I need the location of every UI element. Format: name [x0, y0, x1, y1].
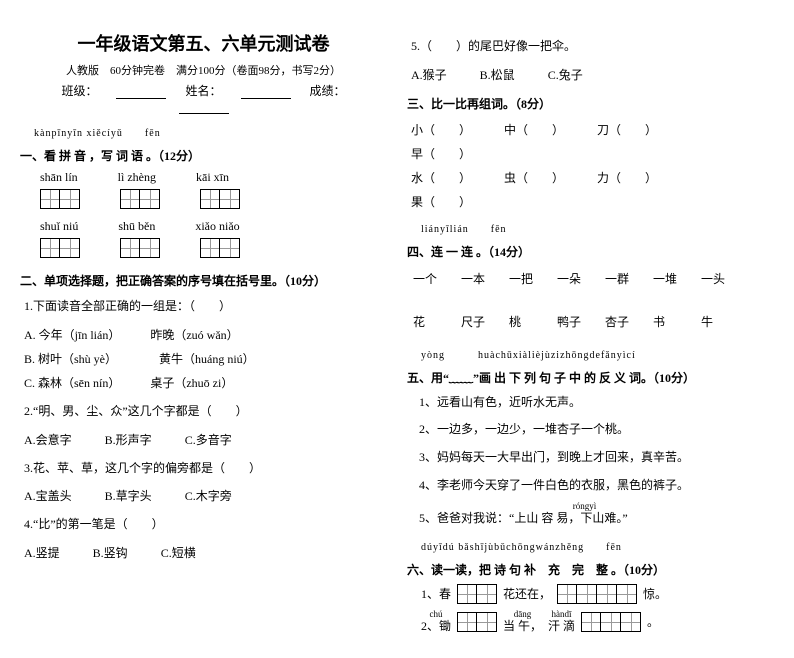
s6-l2: 2、锄chú 当 午，dāng 汗 滴hàndī 。 — [421, 610, 774, 634]
l2b-ruby: 当 午，dāng — [503, 610, 542, 634]
py-3: kāi xīn — [196, 170, 229, 185]
s3-q5: 5.（ ）的尾巴好像一把伞。 — [411, 35, 774, 58]
name-blank[interactable] — [241, 85, 291, 99]
s5-l4: 4、李老师今天穿了一件白色的衣服，黑色的裤子。 — [419, 475, 774, 497]
pair: 小（ ） — [411, 118, 471, 142]
score-blank[interactable] — [179, 100, 229, 114]
s4-bot: 花 尺子 桃 鸭子 杏子 书 牛 — [413, 313, 774, 330]
period: 。 — [647, 613, 659, 630]
blank-3[interactable] — [581, 612, 641, 632]
pair: 刀（ ） — [597, 118, 657, 142]
paper-subtitle: 人教版 60分钟完卷 满分100分（卷面98分，书写2分） — [20, 62, 387, 78]
s5-head: 五、用“﹏﹏”画 出 下 列 句 子 中 的 反 义 词。（10分） — [407, 369, 774, 386]
s5-l2: 2、一边多，一边少，一堆杏子一个桃。 — [419, 419, 774, 441]
s1-box-row2 — [40, 238, 387, 258]
opt-a: A.会意字 — [24, 428, 72, 452]
s2-q1a: A. 今年（jīn lián） 昨晚（zuó wǎn） — [24, 323, 387, 347]
s2-head: 二、单项选择题，把正确答案的序号填在括号里。（10分） — [20, 272, 387, 289]
s5-l5: 5、爸爸对我说：“上山 容 易，下山难。”róngyì — [419, 502, 774, 530]
py-4: shuǐ niú — [40, 219, 78, 234]
s3-head: 三、比一比再组词。（8分） — [407, 95, 774, 112]
s4-head: 四、连 一 连 。（14分） — [407, 243, 774, 260]
opt-c: C.多音字 — [185, 428, 232, 452]
box-pair[interactable] — [200, 189, 240, 209]
s2-q3-opts: A.宝盖头 B.草字头 C.木字旁 — [24, 484, 387, 508]
s1-box-row1 — [40, 189, 387, 209]
l5a: 5、爸爸对我说：“上山 — [419, 511, 538, 525]
box-pair[interactable] — [120, 238, 160, 258]
s1-pinyin-row1: shān lín lì zhèng kāi xīn — [40, 170, 387, 185]
s2-q4: 4.“比”的第一笔是（ ） — [24, 513, 387, 536]
l1c: 惊。 — [643, 585, 667, 602]
s6-head: 六、读一读，把 诗 句 补 充 完 整 。（10分） — [407, 561, 774, 578]
box-pair[interactable] — [200, 238, 240, 258]
s2-q1: 1.下面读音全部正确的一组是：（ ） — [24, 295, 387, 318]
class-blank[interactable] — [116, 85, 166, 99]
blank-2[interactable] — [457, 584, 497, 604]
box-pair[interactable] — [40, 238, 80, 258]
s1-pinyin: kànpīnyīn xiěcíyǔ fēn — [34, 124, 387, 139]
left-column: 一年级语文第五、六单元测试卷 人教版 60分钟完卷 满分100分（卷面98分，书… — [20, 30, 387, 638]
score-label: 成绩： — [310, 84, 346, 98]
s3-q5-opts: A.猴子 B.松鼠 C.兔子 — [411, 63, 774, 87]
student-info: 班级： 姓名： 成绩： — [20, 82, 387, 114]
s5-pinyin: yòng huàchūxiàlièjùzizhōngdefǎnyìcí — [421, 346, 774, 361]
s2-q3: 3.花、苹、草，这几个字的偏旁都是（ ） — [24, 457, 387, 480]
s2-q1c: C. 森林（sēn nín） 桌子（zhuō zi） — [24, 371, 387, 395]
right-column: 5.（ ）的尾巴好像一把伞。 A.猴子 B.松鼠 C.兔子 三、比一比再组词。（… — [407, 30, 774, 638]
class-label: 班级： — [61, 84, 97, 98]
name-label: 姓名： — [185, 84, 221, 98]
pair: 早（ ） — [411, 142, 471, 166]
s1-pinyin-row2: shuǐ niú shū běn xiǎo niǎo — [40, 219, 387, 234]
s3-r1: 小（ ） 中（ ） 刀（ ） 早（ ） — [411, 118, 774, 166]
pair: 虫（ ） — [504, 166, 564, 190]
py-6: xiǎo niǎo — [195, 219, 239, 234]
opt-b: B.松鼠 — [480, 63, 515, 87]
py-2: lì zhèng — [118, 170, 156, 185]
opt-a: A.猴子 — [411, 63, 447, 87]
opt-b: B.形声字 — [105, 428, 152, 452]
l1b: 花还在， — [503, 585, 551, 602]
opt-c: C.兔子 — [548, 63, 583, 87]
test-paper: 一年级语文第五、六单元测试卷 人教版 60分钟完卷 满分100分（卷面98分，书… — [0, 0, 794, 658]
py-5: shū běn — [118, 219, 155, 234]
box-pair[interactable] — [120, 189, 160, 209]
opt-a: A.宝盖头 — [24, 484, 72, 508]
s6-pinyin: dúyīdú bǎshījùbǔchōngwánzhěng fēn — [421, 538, 774, 553]
s5-l1: 1、远看山有色，近听水无声。 — [419, 392, 774, 414]
s3-r2: 水（ ） 虫（ ） 力（ ） 果（ ） — [411, 166, 774, 214]
l5-ruby: 容 易，下山难。”róngyì — [541, 511, 627, 525]
pair: 水（ ） — [411, 166, 471, 190]
pair: 中（ ） — [504, 118, 564, 142]
s4-pinyin: liányīlián fēn — [421, 220, 774, 235]
opt-c: C.木字旁 — [185, 484, 232, 508]
s2-q1b: B. 树叶（shù yè） 黄牛（huáng niú） — [24, 347, 387, 371]
blank-4[interactable] — [557, 584, 637, 604]
s4-top: 一个 一本 一把 一朵 一群 一堆 一头 — [413, 270, 774, 287]
l1a: 1、春 — [421, 585, 451, 602]
py-1: shān lín — [40, 170, 78, 185]
s5-l3: 3、妈妈每天一大早出门，到晚上才回来，真辛苦。 — [419, 447, 774, 469]
s1-head: 一、看 拼 音 ，写 词 语 。（12分） — [20, 147, 387, 164]
l2c-ruby: 汗 滴hàndī — [548, 610, 575, 634]
l2a-ruby: 2、锄chú — [421, 610, 451, 634]
blank-2[interactable] — [457, 612, 497, 632]
pair: 力（ ） — [597, 166, 657, 190]
s2-q2: 2.“明、男、尘、众”这几个字都是（ ） — [24, 400, 387, 423]
opt-b: B.草字头 — [105, 484, 152, 508]
paper-title: 一年级语文第五、六单元测试卷 — [20, 30, 387, 56]
box-pair[interactable] — [40, 189, 80, 209]
s2-q2-opts: A.会意字 B.形声字 C.多音字 — [24, 428, 387, 452]
s6-l1: 1、春 花还在， 惊。 — [421, 584, 774, 604]
pair: 果（ ） — [411, 190, 471, 214]
